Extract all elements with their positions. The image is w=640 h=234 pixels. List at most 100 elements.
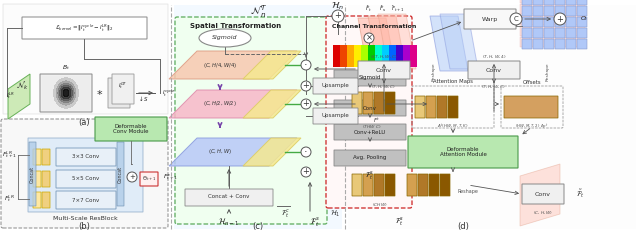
FancyBboxPatch shape	[33, 192, 41, 208]
FancyBboxPatch shape	[385, 174, 395, 196]
FancyBboxPatch shape	[544, 17, 554, 27]
FancyBboxPatch shape	[340, 45, 347, 67]
Text: Upsample: Upsample	[321, 113, 349, 118]
FancyBboxPatch shape	[575, 15, 585, 25]
FancyBboxPatch shape	[354, 45, 361, 67]
FancyBboxPatch shape	[566, 6, 576, 16]
Text: $(C, H, W)$: $(C, H, W)$	[533, 208, 553, 216]
FancyBboxPatch shape	[577, 6, 587, 16]
Text: $F_{t+1}^{LR}$: $F_{t+1}^{LR}$	[3, 150, 17, 160]
FancyBboxPatch shape	[522, 28, 532, 38]
Text: 7×7 Conv: 7×7 Conv	[72, 197, 100, 202]
FancyBboxPatch shape	[42, 192, 50, 208]
FancyBboxPatch shape	[520, 37, 530, 47]
Polygon shape	[243, 138, 301, 166]
Text: $(T, H, W, C)$: $(T, H, W, C)$	[481, 83, 506, 89]
FancyBboxPatch shape	[140, 172, 158, 186]
Text: $F_t^{LR}$: $F_t^{LR}$	[4, 194, 15, 205]
FancyBboxPatch shape	[334, 124, 406, 140]
FancyBboxPatch shape	[22, 17, 147, 39]
Text: $(C, H/2, W/2)$: $(C, H/2, W/2)$	[203, 99, 237, 109]
Text: $\tilde{\mathcal{F}}_t$: $\tilde{\mathcal{F}}_t$	[576, 188, 585, 200]
Text: $(HW,M,T,2)\ \Delta p^t$: $(HW,M,T,2)\ \Delta p^t$	[515, 122, 548, 132]
Circle shape	[510, 13, 522, 25]
FancyBboxPatch shape	[531, 0, 541, 3]
Circle shape	[301, 167, 311, 177]
FancyBboxPatch shape	[553, 26, 563, 36]
FancyBboxPatch shape	[564, 15, 574, 25]
Text: 5×5 Conv: 5×5 Conv	[72, 176, 100, 182]
FancyBboxPatch shape	[533, 28, 543, 38]
Text: +: +	[129, 174, 135, 180]
FancyBboxPatch shape	[564, 26, 574, 36]
FancyBboxPatch shape	[464, 9, 516, 29]
FancyBboxPatch shape	[334, 100, 406, 116]
Polygon shape	[430, 16, 468, 71]
Text: $\mathcal{H}_{n-1}$: $\mathcal{H}_{n-1}$	[218, 216, 239, 228]
Text: $(4T, H, W, C)$: $(4T, H, W, C)$	[370, 52, 398, 59]
Ellipse shape	[199, 29, 251, 47]
FancyBboxPatch shape	[56, 148, 116, 166]
FancyBboxPatch shape	[542, 4, 552, 14]
Text: Concat: Concat	[29, 165, 35, 183]
Polygon shape	[243, 51, 301, 79]
FancyBboxPatch shape	[531, 4, 541, 14]
Text: $(T, H, W, C)$: $(T, H, W, C)$	[371, 83, 397, 89]
FancyBboxPatch shape	[566, 39, 576, 49]
Text: $\mathcal{F}_t^s$: $\mathcal{F}_t^s$	[365, 170, 374, 182]
Text: $A^t(HW,M,T,K)$: $A^t(HW,M,T,K)$	[437, 123, 469, 131]
Polygon shape	[440, 14, 478, 69]
FancyBboxPatch shape	[112, 74, 134, 104]
Text: Conv: Conv	[535, 191, 551, 197]
FancyBboxPatch shape	[348, 5, 636, 229]
FancyBboxPatch shape	[542, 37, 552, 47]
FancyBboxPatch shape	[40, 74, 92, 112]
Text: $\hat{F}_t$: $\hat{F}_t$	[365, 4, 371, 14]
Text: $(C, H/4, W/4)$: $(C, H/4, W/4)$	[203, 62, 237, 70]
FancyBboxPatch shape	[522, 0, 532, 5]
FancyBboxPatch shape	[553, 15, 563, 25]
FancyBboxPatch shape	[410, 45, 417, 67]
Text: $*$: $*$	[97, 88, 104, 98]
FancyBboxPatch shape	[564, 37, 574, 47]
FancyBboxPatch shape	[396, 45, 403, 67]
Polygon shape	[169, 138, 297, 166]
Polygon shape	[520, 164, 560, 226]
Text: Concat + Conv: Concat + Conv	[208, 194, 250, 200]
Text: Warp: Warp	[482, 17, 498, 22]
FancyBboxPatch shape	[358, 61, 410, 79]
Text: $I_t^{LR}$: $I_t^{LR}$	[6, 91, 15, 101]
FancyBboxPatch shape	[334, 150, 406, 166]
FancyBboxPatch shape	[363, 92, 373, 114]
Text: Conv+ReLU: Conv+ReLU	[354, 129, 386, 135]
FancyBboxPatch shape	[520, 4, 530, 14]
FancyBboxPatch shape	[542, 0, 552, 3]
FancyBboxPatch shape	[174, 5, 342, 229]
Text: (c): (c)	[252, 223, 264, 231]
FancyBboxPatch shape	[577, 17, 587, 27]
FancyBboxPatch shape	[555, 6, 565, 16]
FancyBboxPatch shape	[522, 6, 532, 16]
FancyBboxPatch shape	[575, 0, 585, 3]
FancyBboxPatch shape	[533, 0, 543, 5]
Text: $F^t$: $F^t$	[373, 117, 381, 125]
Text: (a): (a)	[78, 117, 90, 127]
Polygon shape	[358, 18, 396, 73]
Text: Deformable
Conv Module: Deformable Conv Module	[113, 124, 148, 134]
FancyBboxPatch shape	[333, 45, 340, 67]
FancyBboxPatch shape	[566, 17, 576, 27]
Text: $\hat{F}_{t+1}$: $\hat{F}_{t+1}$	[392, 4, 404, 14]
Text: (d): (d)	[457, 223, 469, 231]
FancyBboxPatch shape	[33, 149, 41, 165]
Polygon shape	[243, 90, 301, 118]
Text: C: C	[514, 16, 518, 22]
FancyBboxPatch shape	[531, 37, 541, 47]
FancyBboxPatch shape	[415, 96, 425, 118]
FancyBboxPatch shape	[1, 119, 168, 228]
FancyBboxPatch shape	[520, 15, 530, 25]
FancyBboxPatch shape	[555, 17, 565, 27]
Text: +: +	[335, 11, 341, 21]
Text: +: +	[303, 99, 309, 109]
FancyBboxPatch shape	[347, 45, 354, 67]
Text: $I_t^{GT}$: $I_t^{GT}$	[118, 80, 128, 91]
